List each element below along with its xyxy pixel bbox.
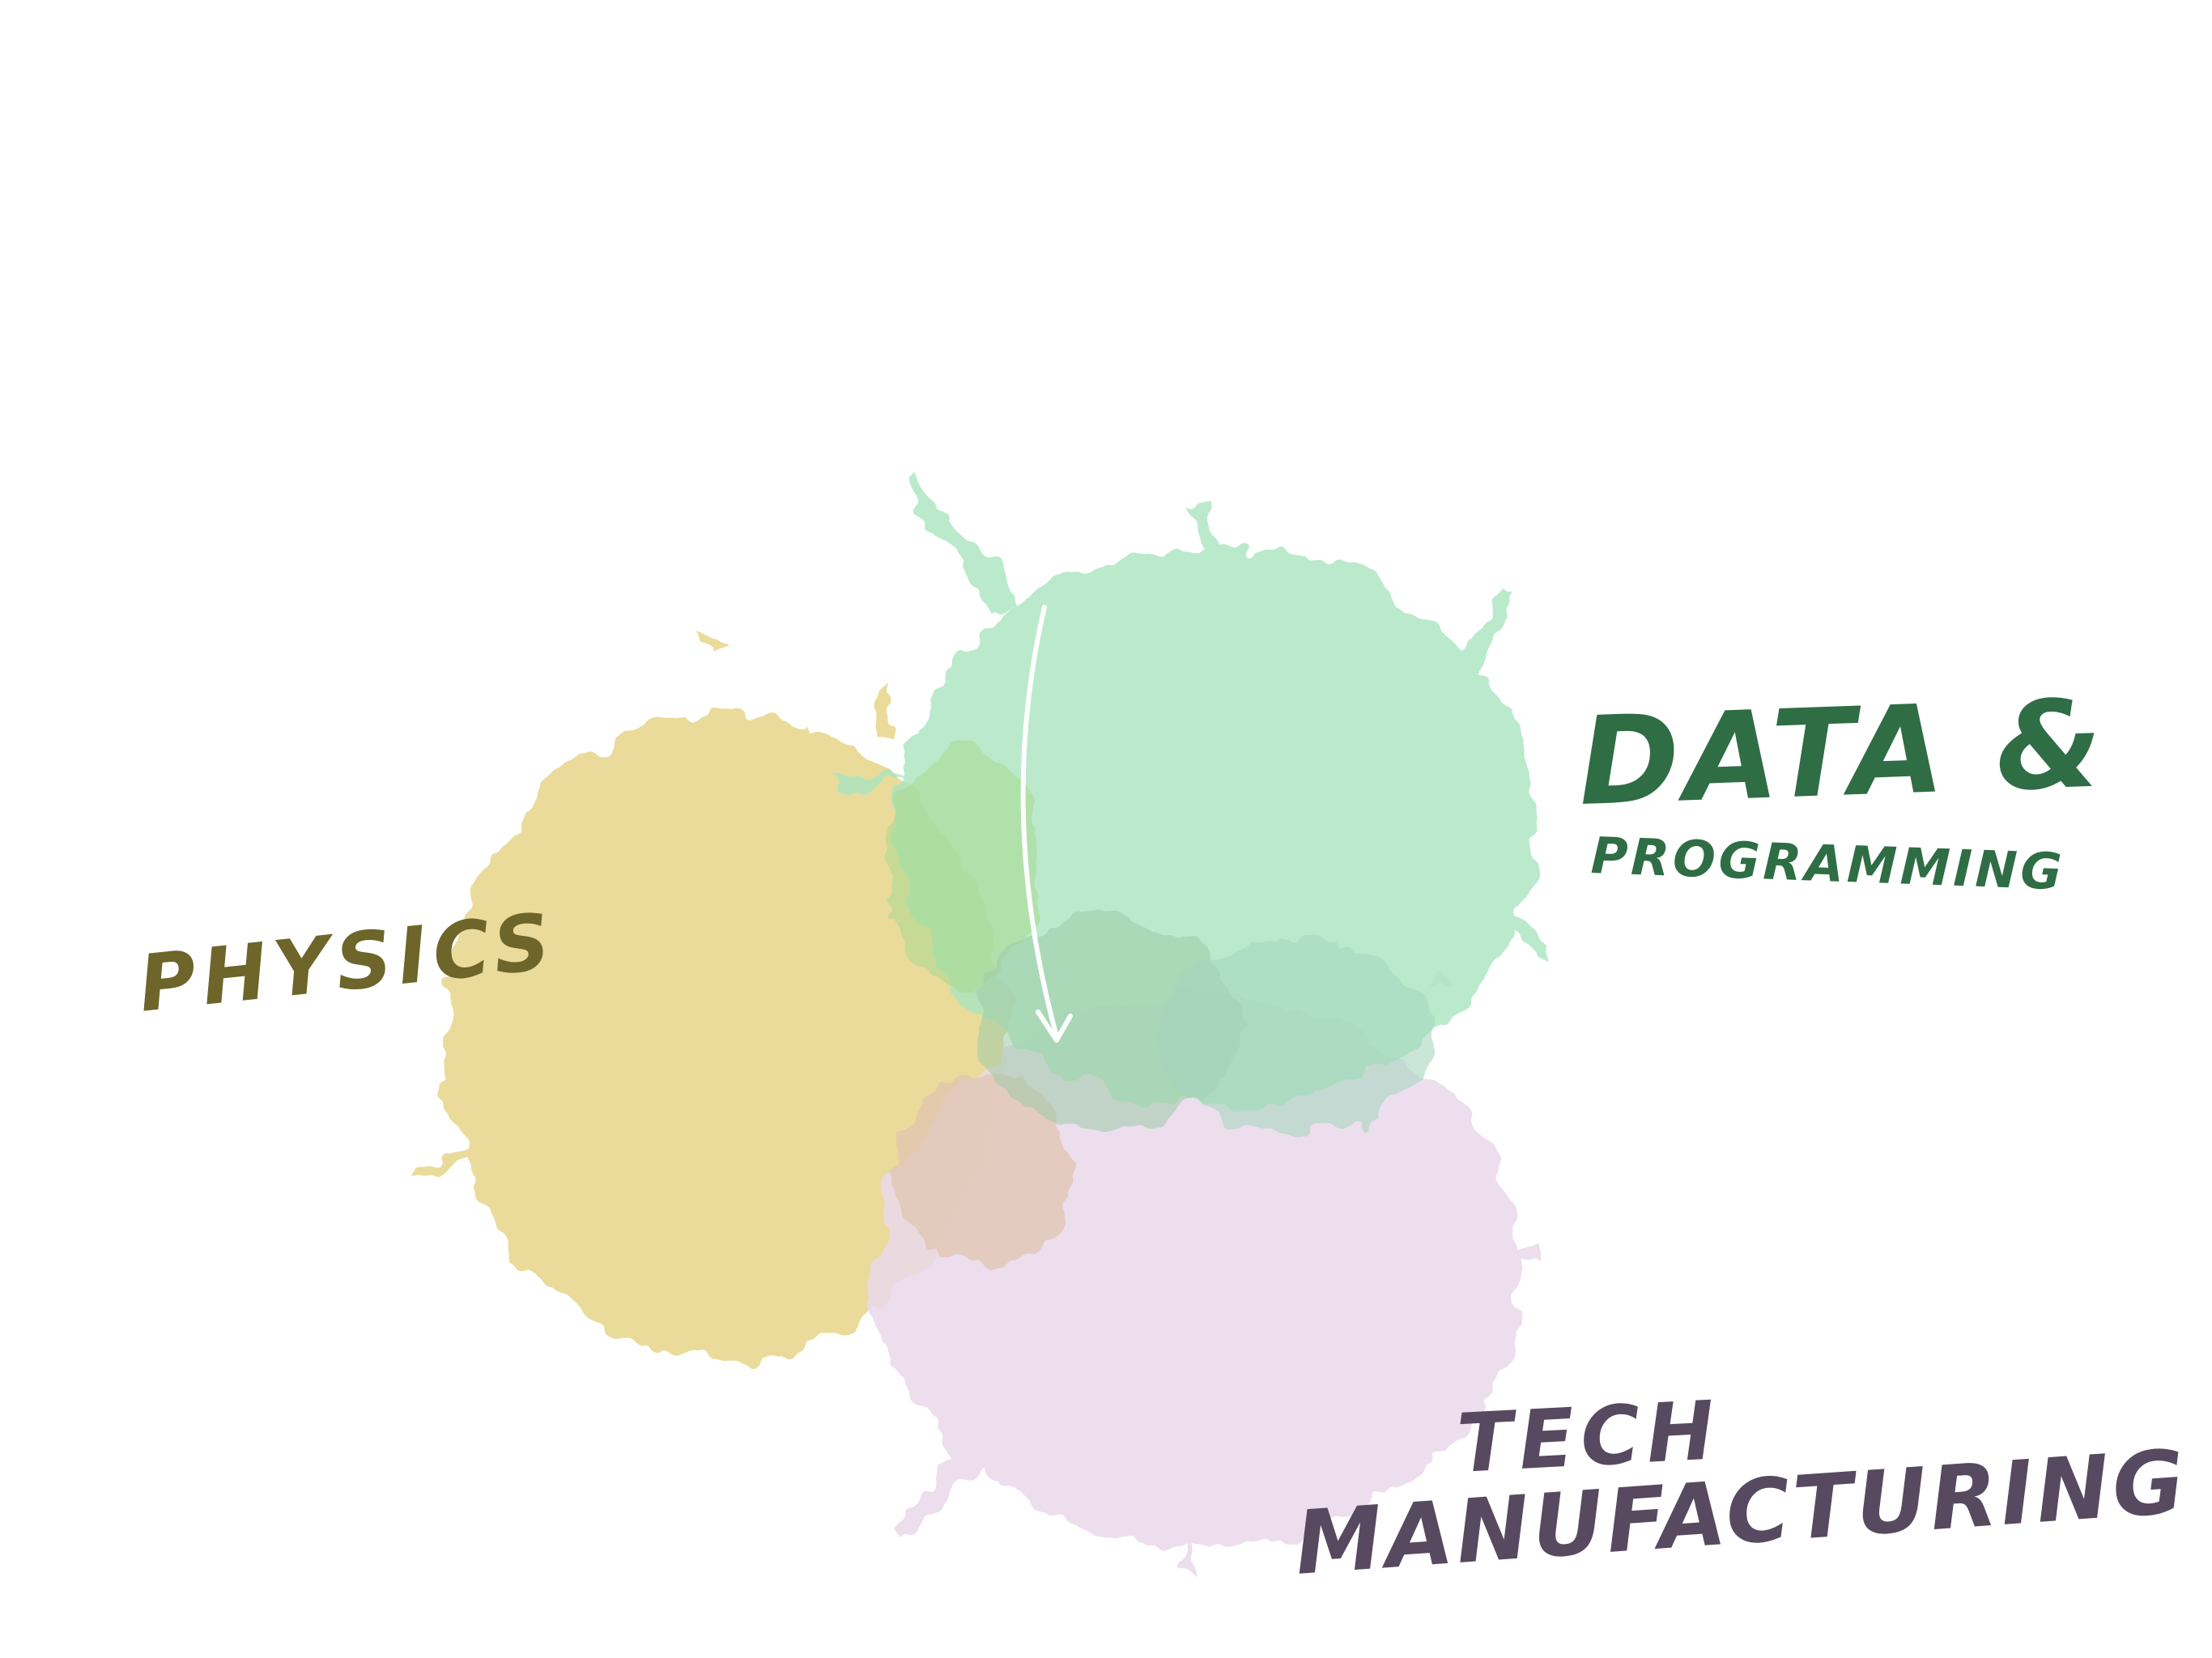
physics-splatter-3: [664, 1263, 745, 1332]
physics-splatter-1: [409, 1121, 567, 1178]
physics-blob: [409, 631, 1004, 1360]
down-arrow-icon: [1020, 605, 1073, 1043]
tech-splatter-1: [891, 1409, 1020, 1538]
arrow-shaft: [1020, 605, 1059, 1039]
physics-tech-overlap: [895, 1073, 1073, 1267]
tech-splatter-4: [1506, 1239, 1546, 1263]
data-splatter-3: [1449, 583, 1518, 696]
tech-splatter-2: [1182, 1530, 1198, 1575]
physics-splatter-2: [526, 834, 623, 911]
data-splatter-4: [1482, 915, 1555, 951]
physics-splatter-4: [883, 688, 899, 737]
arrow-head: [1036, 1010, 1073, 1043]
data-tech-overlap: [1158, 939, 1433, 1133]
data-label: DATA &: [1576, 674, 2109, 833]
data-splatter-2: [1198, 502, 1219, 567]
physics-data-overlap: [887, 745, 1040, 988]
data-splatter-5: [834, 769, 907, 789]
data-splatter-1: [899, 474, 1028, 615]
physics-splatter-5: [704, 631, 729, 652]
